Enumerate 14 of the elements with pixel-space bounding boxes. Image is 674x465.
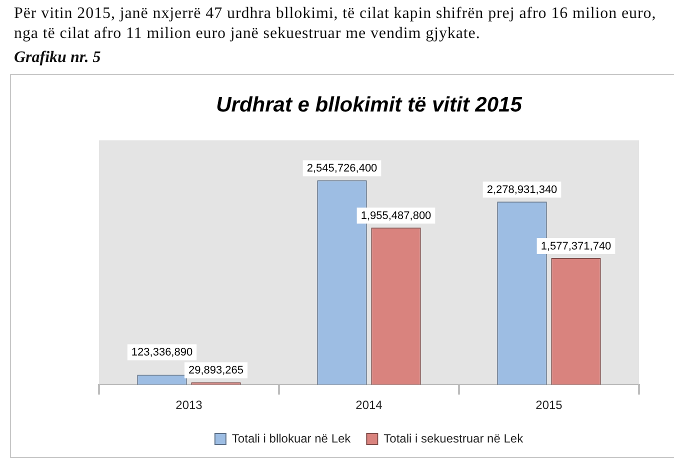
data-label: 2,278,931,340 (486, 184, 558, 196)
text: Për vitin 2015, janë nxjerrë 47 urdhra bllokimi, të cilat kapin shifrën prej afro 16 milion euro, nga të cilat afro 11 milion euro janë sekuestruar me vendim gjykate. (14, 4, 658, 44)
legend-label: Totali i bllokuar në Lek (232, 431, 352, 446)
x-tick-label: 2014 (356, 398, 383, 412)
data-label: 123,336,890 (131, 346, 193, 359)
x-tick-label: 2013 (176, 398, 203, 412)
data-label: 29,893,265 (188, 364, 244, 377)
data-label: 1,577,371,740 (540, 240, 612, 252)
data-label: 1,955,487,800 (360, 210, 432, 222)
x-tick-label: 2015 (536, 398, 563, 412)
data-label: 2,545,726,400 (306, 162, 378, 175)
legend-label: Totali i sekuestruar në Lek (384, 431, 524, 446)
chart-title: Urdhrat e bllokimit të vitit 2015 (216, 93, 522, 116)
text: Grafiku nr. 5 (14, 48, 101, 68)
